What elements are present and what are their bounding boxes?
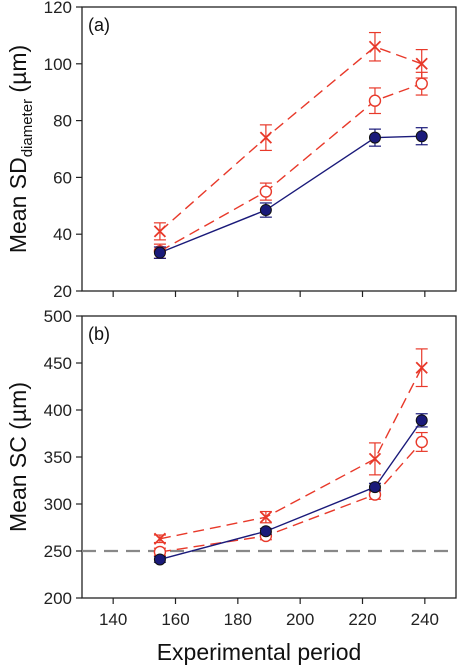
x-tick-label: 220 bbox=[348, 610, 376, 629]
x-tick-label: 160 bbox=[161, 610, 189, 629]
x-tick-label: 200 bbox=[286, 610, 314, 629]
y-axis-title: Mean SC (µm) bbox=[5, 382, 31, 532]
series-line bbox=[159, 441, 423, 553]
data-point bbox=[368, 94, 382, 107]
y-tick-label: 100 bbox=[44, 55, 72, 74]
panel-b: 200 250 300 350 400 450 500 140 160 180 200 220 240 (… bbox=[5, 307, 457, 665]
y-tick-label: 20 bbox=[53, 282, 72, 301]
data-point bbox=[259, 185, 273, 198]
plot-frame bbox=[81, 6, 457, 292]
series-line bbox=[159, 135, 422, 254]
data-point bbox=[153, 225, 167, 238]
data-point bbox=[259, 525, 272, 538]
data-point bbox=[153, 532, 167, 545]
panel-a: 20 40 60 80 100 120 (a) Mean SDdiameter (µm) bbox=[5, 0, 457, 301]
data-point bbox=[368, 481, 381, 494]
panel-label: (b) bbox=[88, 324, 110, 344]
y-tick-label: 350 bbox=[44, 448, 72, 467]
series-line bbox=[159, 367, 423, 540]
y-tick-label: 500 bbox=[44, 307, 72, 326]
plot-frame bbox=[81, 315, 457, 599]
y-tick-label: 40 bbox=[53, 225, 72, 244]
y-axis-title: Mean SDdiameter (µm) bbox=[5, 45, 36, 253]
y-tick-label: 300 bbox=[44, 495, 72, 514]
y-tick-label: 400 bbox=[44, 401, 72, 420]
data-point bbox=[415, 414, 428, 427]
x-tick-label: 140 bbox=[99, 610, 127, 629]
y-tick-label: 450 bbox=[44, 354, 72, 373]
x-tick-label: 180 bbox=[224, 610, 252, 629]
y-tick-label: 250 bbox=[44, 542, 72, 561]
y-tick-label: 80 bbox=[53, 112, 72, 131]
y-tick-label: 60 bbox=[53, 168, 72, 187]
panel-label: (a) bbox=[88, 15, 110, 35]
data-point bbox=[259, 131, 273, 144]
y-axis-title-unit: (µm) bbox=[5, 45, 31, 99]
data-point bbox=[415, 130, 428, 143]
y-tick-label: 120 bbox=[44, 0, 72, 17]
data-point bbox=[368, 131, 381, 144]
series-line bbox=[159, 45, 422, 232]
data-point bbox=[415, 435, 428, 449]
data-point bbox=[259, 204, 272, 217]
y-tick-label: 200 bbox=[44, 589, 72, 608]
data-point bbox=[153, 246, 166, 259]
series-line bbox=[159, 83, 422, 252]
data-point bbox=[415, 361, 428, 374]
data-point bbox=[368, 452, 382, 466]
data-point bbox=[368, 40, 382, 53]
y-axis-title-subscript: diameter bbox=[19, 99, 36, 157]
data-point bbox=[153, 553, 166, 566]
x-axis-title: Experimental period bbox=[157, 639, 362, 665]
y-axis-title-main: Mean SD bbox=[5, 157, 31, 253]
series-line bbox=[159, 419, 423, 561]
data-point bbox=[415, 77, 428, 90]
data-point bbox=[415, 57, 428, 70]
data-point bbox=[259, 511, 273, 524]
x-tick-label: 240 bbox=[411, 610, 439, 629]
